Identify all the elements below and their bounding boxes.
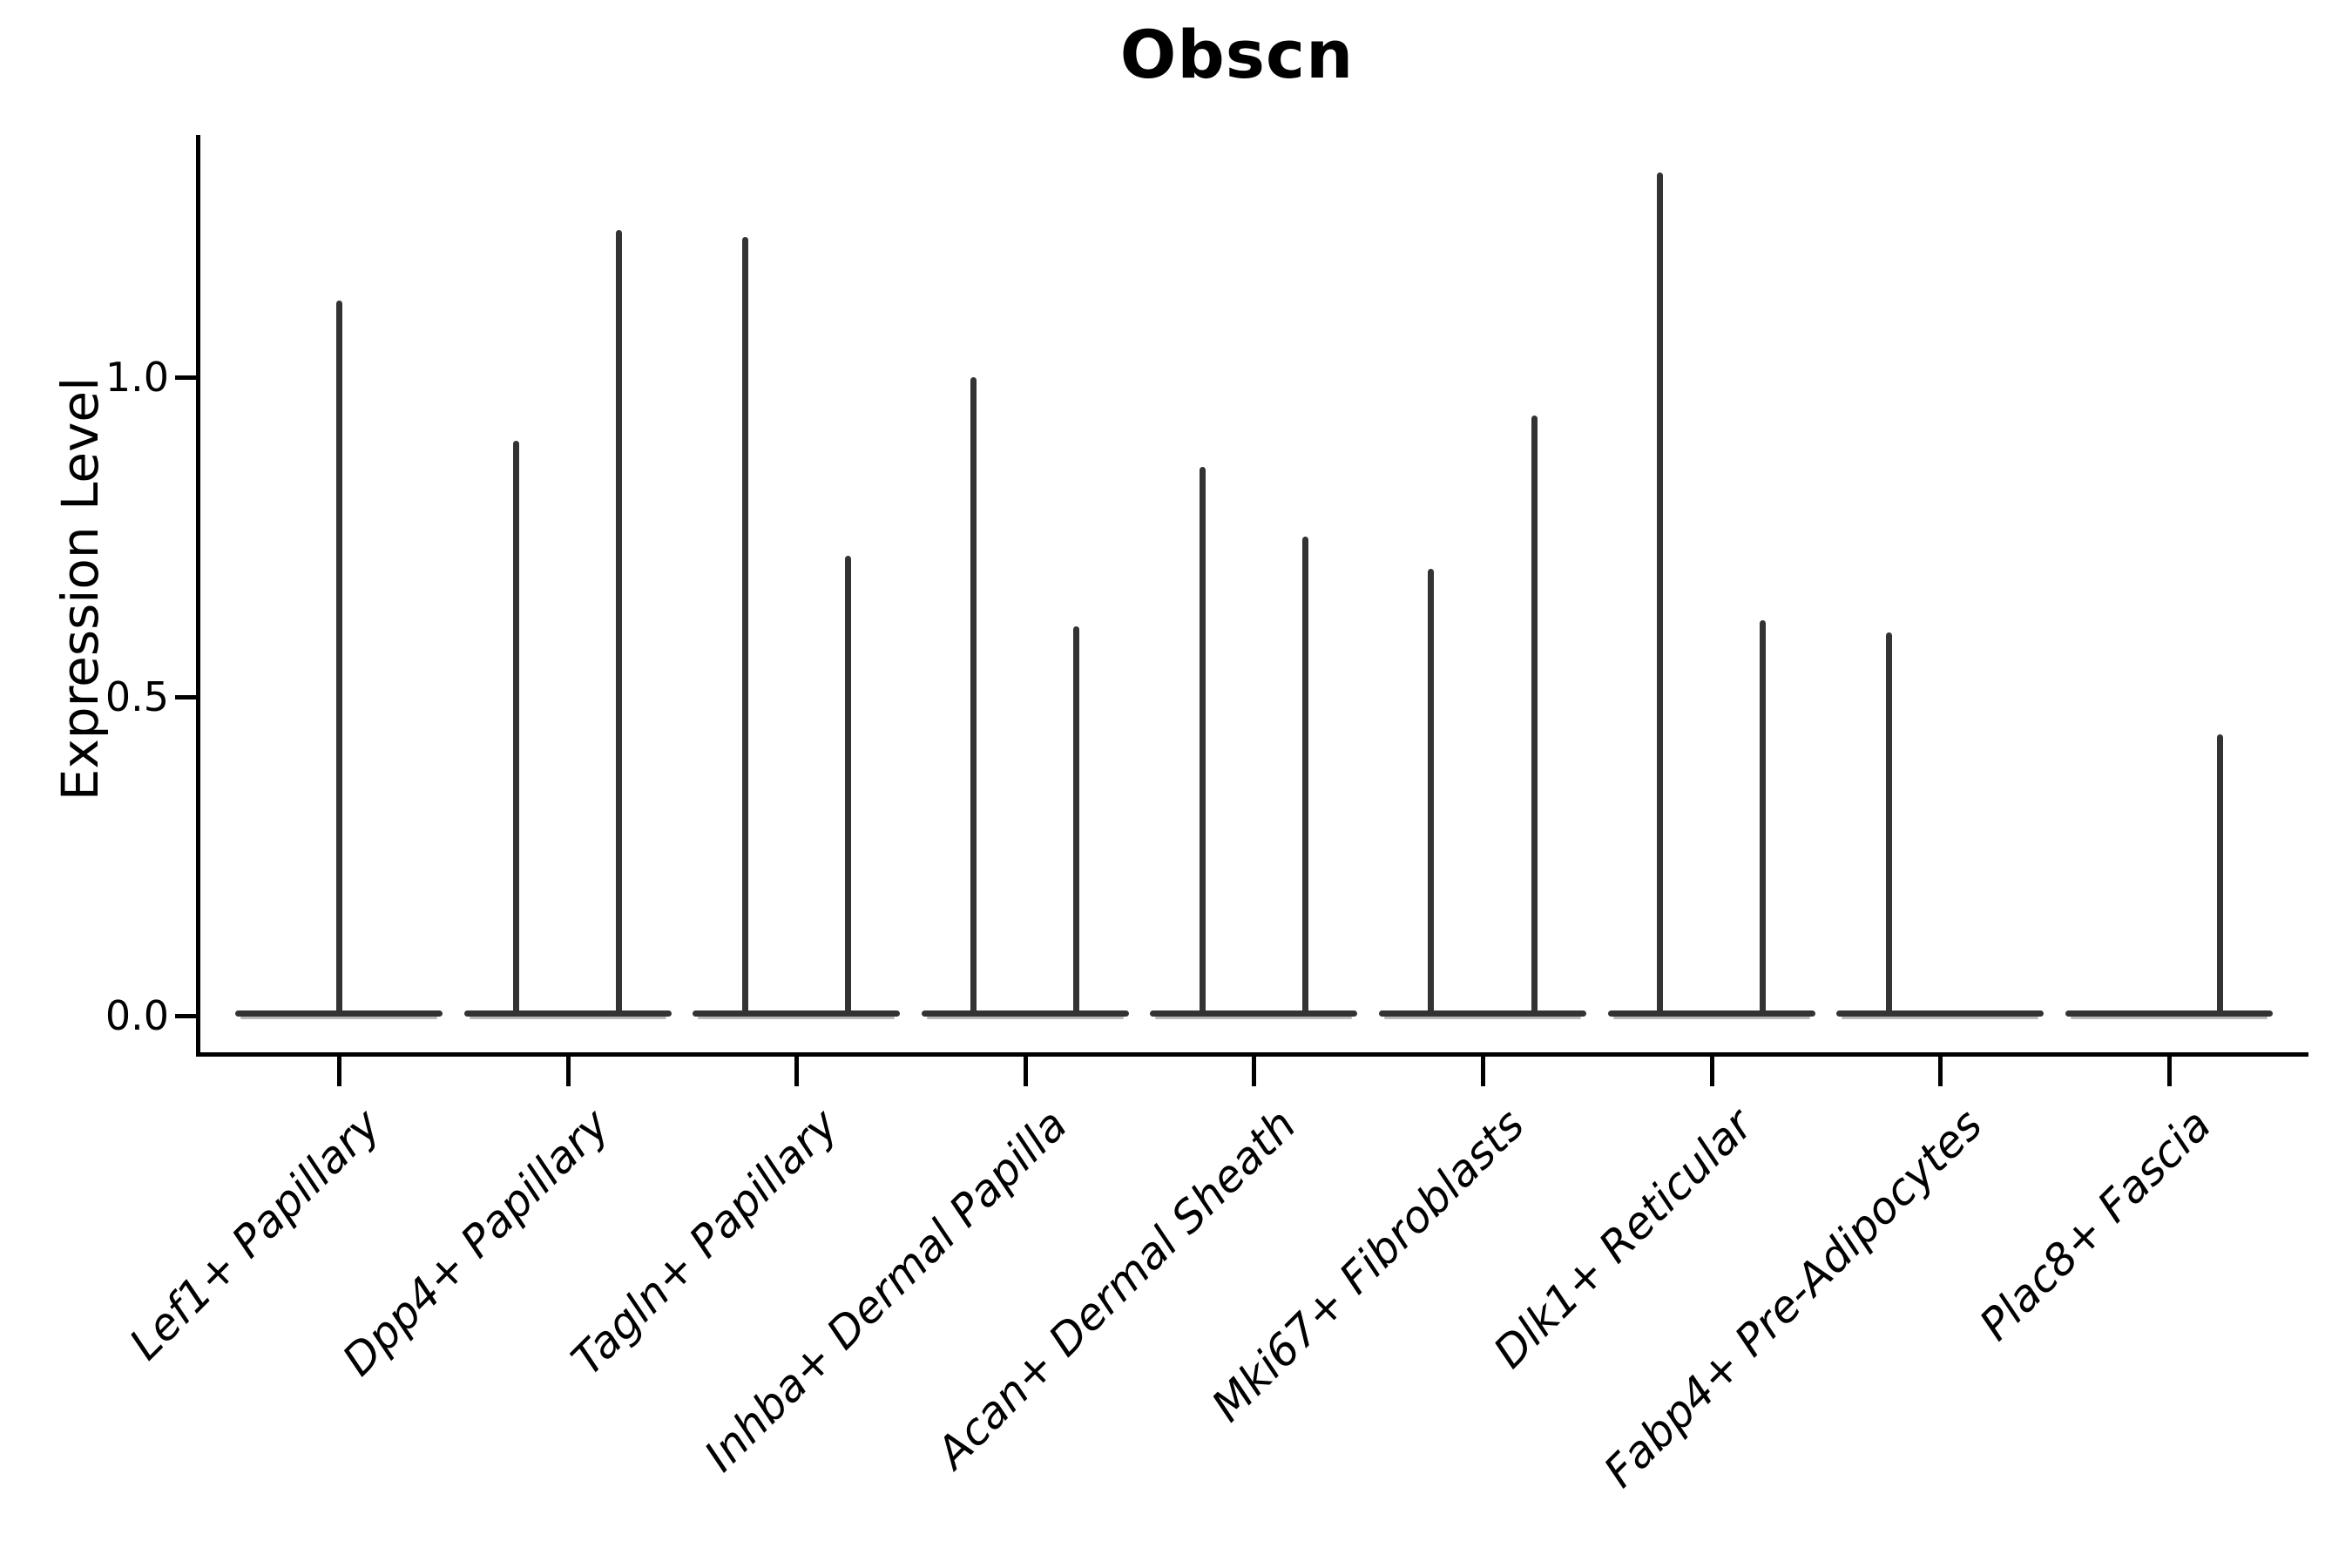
y-tick-label: 1.0 — [105, 354, 169, 401]
violin-baseline — [1836, 1010, 2044, 1017]
x-tick-mark — [337, 1057, 341, 1086]
x-tick-label: Plac8+ Fascia — [1969, 1099, 2220, 1350]
y-tick-mark — [175, 694, 198, 700]
violin-spike — [970, 377, 977, 1016]
violin-fill-edge — [1612, 1017, 1810, 1019]
y-axis-spine — [196, 135, 200, 1057]
violin-spike — [335, 301, 342, 1016]
y-tick-mark — [175, 1014, 198, 1018]
violin-baseline — [1379, 1010, 1586, 1017]
chart-title: Obscn — [1119, 16, 1355, 93]
violin-baseline — [2065, 1010, 2273, 1017]
violin-spike — [1531, 415, 1538, 1016]
x-tick-label: Fabp4+ Pre-Adipocytes — [1593, 1099, 1992, 1497]
violin-baseline — [693, 1010, 901, 1017]
violin-fill-edge — [240, 1017, 437, 1019]
violin-spike — [616, 230, 623, 1016]
x-tick-mark — [1938, 1057, 1943, 1086]
x-tick-mark — [2166, 1057, 2172, 1086]
x-axis-spine — [196, 1052, 2308, 1057]
violin-fill-edge — [1384, 1017, 1581, 1019]
violin-spike — [1657, 172, 1663, 1016]
violin-spike — [1199, 466, 1206, 1016]
violin-baseline — [921, 1010, 1129, 1017]
violin-fill-edge — [698, 1017, 896, 1019]
violin-fill-edge — [926, 1017, 1124, 1019]
violin-spike — [1760, 619, 1767, 1016]
y-axis-label: Expression Level — [51, 376, 110, 801]
violin-baseline — [1607, 1010, 1815, 1017]
violin-spike — [2217, 734, 2224, 1016]
violin-baseline — [463, 1010, 672, 1017]
x-tick-label: Inhba+ Dermal Papilla — [694, 1099, 1077, 1482]
violin-spike — [1885, 632, 1892, 1016]
x-tick-mark — [1481, 1057, 1485, 1086]
violin-spike — [1073, 625, 1080, 1016]
violin-spike — [1302, 537, 1308, 1016]
violin-spike — [513, 441, 519, 1016]
y-tick-label: 0.5 — [105, 672, 169, 720]
violin-fill-edge — [1842, 1017, 2039, 1019]
x-tick-mark — [1252, 1057, 1257, 1086]
x-tick-mark — [1023, 1057, 1028, 1086]
violin-spike — [741, 236, 748, 1016]
violin-fill-edge — [1155, 1017, 1353, 1019]
violin-fill-edge — [2070, 1017, 2268, 1019]
violin-baseline — [1150, 1010, 1358, 1017]
violin-fill-edge — [469, 1017, 666, 1019]
x-tick-label: Lef1+ Papillary — [119, 1099, 391, 1370]
violin-spike — [1428, 568, 1435, 1016]
x-tick-mark — [565, 1057, 571, 1086]
y-tick-mark — [175, 375, 198, 380]
x-tick-mark — [794, 1057, 800, 1086]
y-tick-label: 0.0 — [105, 992, 169, 1039]
x-tick-mark — [1709, 1057, 1714, 1086]
violin-spike — [844, 556, 851, 1016]
